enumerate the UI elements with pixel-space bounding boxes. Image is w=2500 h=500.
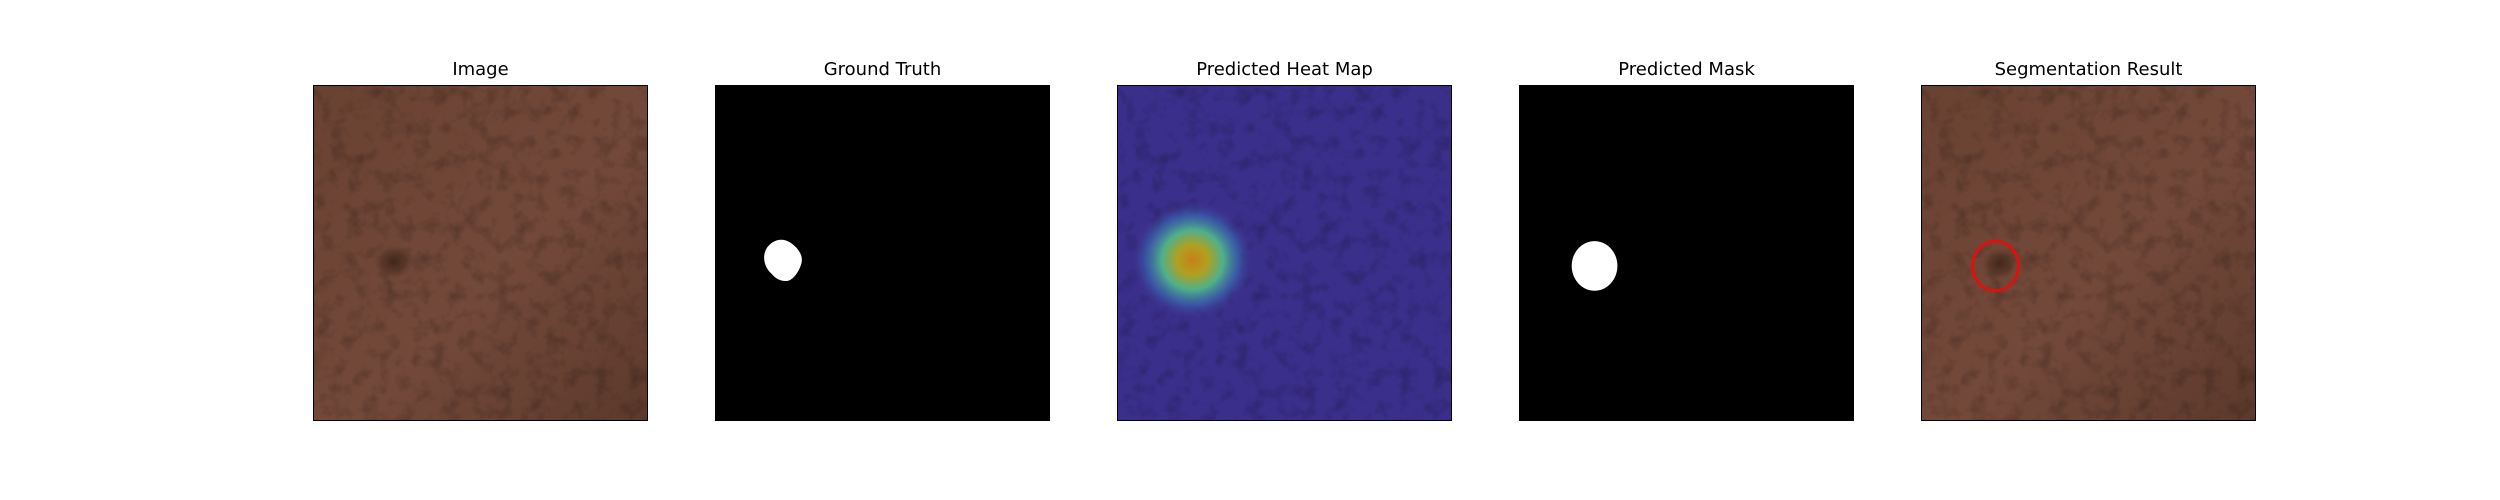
defect-spot [373, 245, 414, 279]
heat-map [1117, 85, 1452, 421]
predicted-region [1571, 241, 1618, 291]
panel-image: Image [313, 0, 648, 500]
panel-segmentation-result: Segmentation Result [1921, 0, 2256, 500]
segmentation-overlay [1921, 85, 2256, 421]
segmentation-contour [1971, 239, 2020, 293]
panel-ground-truth: Ground Truth [715, 0, 1050, 500]
panel-predicted-mask: Predicted Mask [1519, 0, 1854, 500]
defect-spot [1981, 248, 2018, 280]
panel-title: Image [452, 59, 509, 80]
leather-photo [313, 85, 648, 421]
ground-truth-region [764, 239, 802, 282]
ground-truth-mask [715, 85, 1050, 421]
panel-title: Predicted Heat Map [1196, 59, 1373, 80]
panel-title: Ground Truth [823, 59, 942, 80]
panel-title: Segmentation Result [1994, 59, 2183, 80]
panel-heat-map: Predicted Heat Map [1117, 0, 1452, 500]
heat-hotspot [1130, 200, 1255, 320]
predicted-mask [1519, 85, 1854, 421]
panel-title: Predicted Mask [1618, 59, 1755, 80]
